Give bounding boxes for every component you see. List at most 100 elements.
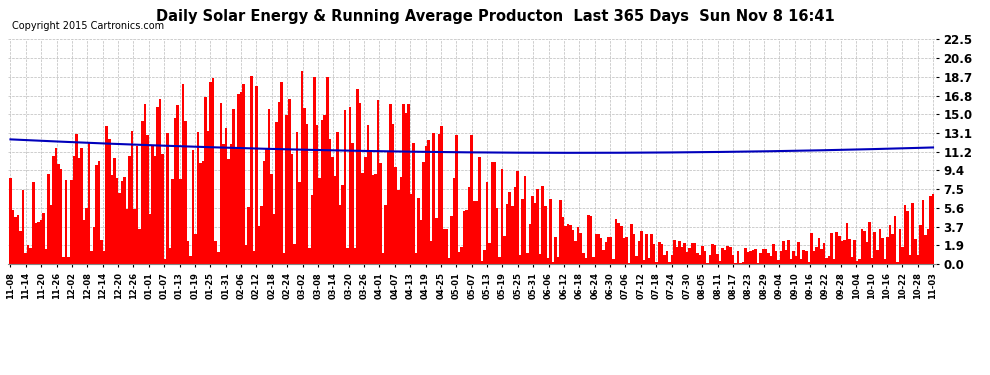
Bar: [194, 234, 197, 264]
Bar: [914, 239, 917, 264]
Bar: [123, 177, 126, 264]
Bar: [440, 126, 443, 264]
Bar: [628, 262, 631, 264]
Bar: [749, 251, 751, 264]
Bar: [714, 245, 717, 264]
Bar: [620, 226, 623, 264]
Bar: [371, 176, 374, 264]
Bar: [285, 115, 288, 264]
Bar: [339, 205, 342, 264]
Bar: [59, 169, 62, 264]
Bar: [511, 206, 514, 264]
Bar: [514, 188, 516, 264]
Bar: [602, 250, 605, 264]
Bar: [655, 262, 658, 264]
Bar: [447, 258, 450, 264]
Bar: [660, 244, 663, 264]
Bar: [100, 240, 103, 264]
Bar: [787, 240, 790, 264]
Bar: [532, 196, 534, 264]
Bar: [197, 132, 199, 264]
Bar: [569, 225, 572, 264]
Bar: [14, 216, 17, 264]
Bar: [623, 238, 625, 264]
Bar: [678, 241, 681, 264]
Bar: [452, 178, 455, 264]
Bar: [556, 257, 559, 264]
Bar: [554, 237, 556, 264]
Bar: [633, 234, 636, 264]
Bar: [501, 169, 504, 264]
Bar: [524, 176, 527, 264]
Bar: [465, 210, 468, 264]
Bar: [496, 208, 498, 264]
Bar: [607, 237, 610, 264]
Bar: [364, 157, 366, 264]
Bar: [148, 214, 151, 264]
Bar: [278, 102, 280, 264]
Bar: [199, 163, 202, 264]
Bar: [22, 190, 25, 264]
Bar: [595, 234, 597, 264]
Bar: [742, 262, 744, 264]
Bar: [225, 128, 227, 264]
Bar: [248, 207, 249, 264]
Bar: [722, 248, 724, 264]
Bar: [217, 252, 220, 264]
Bar: [57, 164, 59, 264]
Bar: [746, 252, 749, 264]
Bar: [83, 219, 85, 264]
Bar: [369, 152, 371, 264]
Bar: [744, 248, 746, 264]
Bar: [488, 243, 491, 264]
Bar: [356, 89, 359, 264]
Bar: [374, 174, 376, 264]
Bar: [40, 220, 43, 264]
Bar: [65, 180, 67, 264]
Bar: [262, 161, 265, 264]
Bar: [103, 251, 106, 264]
Bar: [643, 261, 645, 264]
Bar: [235, 148, 238, 264]
Bar: [797, 242, 800, 264]
Bar: [131, 131, 134, 264]
Bar: [850, 257, 853, 264]
Bar: [757, 263, 759, 264]
Bar: [498, 257, 501, 264]
Bar: [618, 224, 620, 264]
Bar: [400, 177, 402, 264]
Bar: [683, 243, 686, 264]
Bar: [848, 239, 850, 264]
Bar: [410, 194, 412, 264]
Bar: [257, 226, 260, 264]
Bar: [673, 240, 676, 264]
Bar: [298, 183, 301, 264]
Bar: [240, 93, 243, 264]
Bar: [767, 253, 769, 264]
Bar: [551, 261, 554, 264]
Bar: [415, 253, 417, 264]
Bar: [215, 241, 217, 264]
Bar: [891, 234, 894, 264]
Bar: [181, 84, 184, 264]
Bar: [537, 189, 539, 264]
Bar: [638, 241, 641, 264]
Bar: [93, 227, 95, 264]
Bar: [303, 108, 306, 264]
Bar: [843, 240, 845, 264]
Bar: [539, 255, 542, 264]
Bar: [326, 77, 329, 264]
Bar: [818, 238, 821, 264]
Bar: [647, 258, 650, 264]
Bar: [17, 214, 20, 264]
Bar: [346, 248, 348, 264]
Bar: [460, 247, 463, 264]
Bar: [397, 190, 400, 264]
Bar: [270, 174, 273, 264]
Bar: [605, 242, 607, 264]
Bar: [394, 168, 397, 264]
Bar: [631, 224, 633, 264]
Bar: [233, 109, 235, 264]
Bar: [468, 187, 470, 264]
Bar: [433, 133, 435, 264]
